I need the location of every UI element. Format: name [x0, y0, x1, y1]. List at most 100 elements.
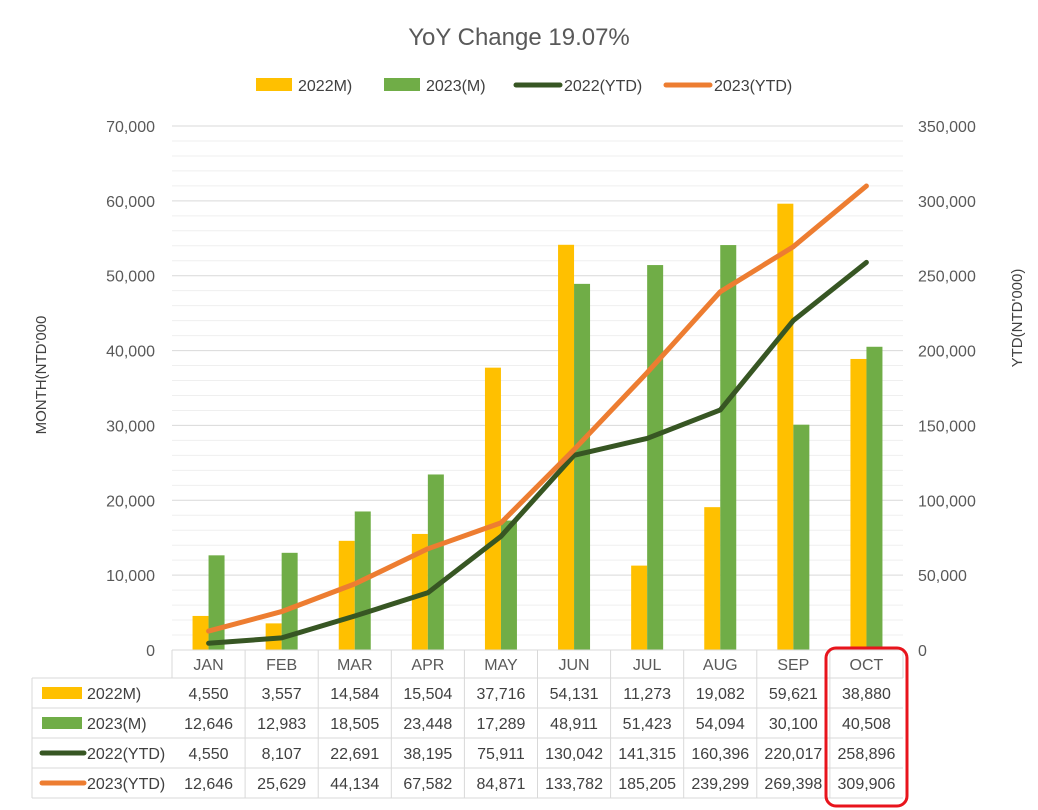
table-legend-key [42, 687, 82, 699]
table-cell: 51,423 [623, 716, 672, 733]
data-table: JAN FEB MAR APR MAY JUN JUL AUG SEP OCT 2022M) 4,55… [31, 649, 904, 799]
bar-2022M) [850, 358, 867, 650]
table-cell: 160,396 [691, 746, 749, 763]
y2-tick-label: 200,000 [918, 344, 976, 361]
table-cell: 258,896 [838, 746, 896, 763]
bar-2022M) [411, 533, 428, 650]
table-cell: 4,550 [189, 686, 229, 703]
bar-2023(M) [574, 283, 591, 650]
table-cell: 239,299 [691, 776, 749, 793]
x-tick-label: OCT [850, 657, 884, 674]
y2-tick-label: 100,000 [918, 493, 976, 510]
table-cell: 67,582 [403, 776, 452, 793]
y-axis-title: MONTH(NTD'000 [33, 316, 50, 435]
table-cell: 17,289 [476, 716, 525, 733]
bar-2023(M) [866, 346, 883, 650]
y2-tick-label: 150,000 [918, 418, 976, 435]
table-cell: 130,042 [545, 746, 603, 763]
x-tick-label: FEB [266, 657, 297, 674]
table-cell: 59,621 [769, 686, 818, 703]
table-cell: 38,880 [842, 686, 891, 703]
y2-tick-label: 350,000 [918, 119, 976, 136]
table-cell: 12,646 [184, 716, 233, 733]
legend-swatch [256, 78, 292, 91]
table-cell: 269,398 [764, 776, 822, 793]
y2-axis-title: YTD(NTD'000) [1009, 269, 1026, 368]
left-axis: 0 10,000 20,000 30,000 40,000 50,000 60,000 70,… [106, 119, 155, 660]
bar-2022M) [338, 540, 355, 650]
legend-label: 2023(YTD) [714, 78, 792, 95]
legend-label: 2022(YTD) [564, 78, 642, 95]
table-cell: 30,100 [769, 716, 818, 733]
bar-2023(M) [281, 552, 298, 650]
y-tick-label: 10,000 [106, 568, 155, 585]
y2-tick-label: 50,000 [918, 568, 967, 585]
table-cell: 44,134 [330, 776, 379, 793]
legend: 2022M) 2023(M) 2022(YTD) 2023(YTD) [256, 78, 792, 95]
x-tick-label: APR [411, 657, 444, 674]
y-tick-label: 20,000 [106, 493, 155, 510]
table-cell: 4,550 [189, 746, 229, 763]
y-tick-label: 0 [146, 643, 155, 660]
line-2023(YTD) [206, 183, 869, 634]
table-cell: 12,983 [257, 716, 306, 733]
lines [206, 183, 869, 646]
table-cell: 38,195 [403, 746, 452, 763]
table-cell: 25,629 [257, 776, 306, 793]
bar-2022M) [192, 615, 209, 650]
x-tick-label: MAY [484, 657, 518, 674]
x-tick-label: JUL [633, 657, 662, 674]
legend-swatch [384, 78, 420, 91]
table-legend-key [42, 717, 82, 729]
bar-2023(M) [500, 520, 517, 650]
chart-title: YoY Change 19.07% [408, 24, 630, 51]
y2-tick-label: 250,000 [918, 269, 976, 286]
table-series-name: 2023(M) [87, 716, 147, 733]
table-cell: 40,508 [842, 716, 891, 733]
bar-2022M) [704, 507, 721, 650]
table-cell: 309,906 [838, 776, 896, 793]
x-tick-label: AUG [703, 657, 738, 674]
bar-2023(M) [208, 555, 225, 650]
table-series-name: 2023(YTD) [87, 776, 165, 793]
table-cell: 12,646 [184, 776, 233, 793]
bar-2023(M) [647, 265, 664, 650]
y-tick-label: 50,000 [106, 269, 155, 286]
table-cell: 18,505 [330, 716, 379, 733]
x-tick-label: SEP [777, 657, 809, 674]
line-2022(YTD) [206, 259, 869, 646]
x-tick-label: MAR [337, 657, 373, 674]
bar-2022M) [484, 367, 501, 650]
table-cell: 37,716 [476, 686, 525, 703]
table-cell: 48,911 [550, 716, 598, 733]
y2-tick-label: 300,000 [918, 194, 976, 211]
bar-2022M) [777, 203, 794, 651]
bars [192, 203, 883, 651]
y-tick-label: 60,000 [106, 194, 155, 211]
table-cell: 54,131 [550, 686, 599, 703]
bar-2022M) [631, 565, 648, 650]
bar-2023(M) [427, 474, 444, 650]
table-cell: 220,017 [764, 746, 822, 763]
y-tick-label: 40,000 [106, 344, 155, 361]
table-cell: 23,448 [403, 716, 452, 733]
table-cell: 15,504 [403, 686, 452, 703]
table-cell: 133,782 [545, 776, 603, 793]
legend-label: 2022M) [298, 78, 352, 95]
x-tick-label: JAN [193, 657, 223, 674]
bar-2023(M) [793, 424, 810, 650]
legend-label: 2023(M) [426, 78, 486, 95]
table-cell: 8,107 [262, 746, 302, 763]
bar-2023(M) [720, 245, 737, 651]
table-cell: 14,584 [330, 686, 379, 703]
table-cell: 54,094 [696, 716, 745, 733]
table-series-name: 2022M) [87, 686, 141, 703]
y2-tick-label: 0 [918, 643, 927, 660]
table-cell: 19,082 [696, 686, 745, 703]
table-cell: 22,691 [330, 746, 379, 763]
table-cell: 3,557 [262, 686, 302, 703]
table-cell: 75,911 [477, 746, 525, 763]
table-series-name: 2022(YTD) [87, 746, 165, 763]
x-tick-label: JUN [558, 657, 589, 674]
